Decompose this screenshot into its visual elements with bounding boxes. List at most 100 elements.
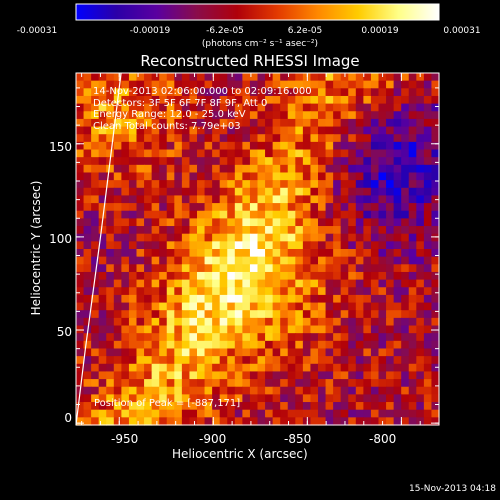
heatmap-cell xyxy=(431,409,440,418)
heatmap-cell xyxy=(212,126,221,135)
heatmap-cell xyxy=(249,118,259,128)
heatmap-cell xyxy=(113,302,122,311)
colorbar-tick-label: -0.00019 xyxy=(129,26,171,36)
heatmap-cell xyxy=(386,157,395,166)
solar-limb-curve xyxy=(75,72,122,426)
heatmap-cell xyxy=(257,141,266,151)
heatmap-cell xyxy=(287,95,296,105)
heatmap-cell xyxy=(370,356,380,365)
heatmap-cell xyxy=(431,88,440,97)
heatmap-cell xyxy=(113,180,122,189)
heatmap-cell xyxy=(386,164,395,174)
heatmap-cell xyxy=(106,210,115,219)
heatmap-cell xyxy=(174,409,183,418)
heatmap-cell xyxy=(197,241,206,250)
heatmap-cell xyxy=(76,348,85,357)
heatmap-cell xyxy=(401,356,410,365)
heatmap-cell xyxy=(355,279,364,288)
heatmap-cell xyxy=(76,218,85,227)
heatmap-cell xyxy=(325,126,334,135)
heatmap-cell xyxy=(310,226,319,235)
heatmap-cell xyxy=(272,394,281,403)
heatmap-cell xyxy=(159,386,168,395)
heatmap-cell xyxy=(333,210,342,219)
heatmap-cell xyxy=(401,340,410,350)
heatmap-cell xyxy=(257,271,266,281)
heatmap-cell xyxy=(318,126,327,135)
heatmap-cell xyxy=(174,118,183,128)
heatmap-cell xyxy=(370,180,380,189)
heatmap-cell xyxy=(121,356,130,365)
heatmap-cell xyxy=(189,386,198,395)
heatmap-cell xyxy=(370,409,380,418)
heatmap-cell xyxy=(249,325,259,334)
heatmap-cell xyxy=(234,195,243,204)
heatmap-cell xyxy=(234,317,243,327)
heatmap-cell xyxy=(302,195,312,204)
heatmap-cell xyxy=(166,333,175,342)
heatmap-cell xyxy=(121,203,130,212)
heatmap-cell xyxy=(310,356,319,365)
heatmap-cell xyxy=(234,348,243,357)
heatmap-cell xyxy=(204,149,213,158)
heatmap-cell xyxy=(121,172,130,181)
heatmap-cell xyxy=(159,203,168,212)
heatmap-cell xyxy=(159,195,168,204)
heatmap-cell xyxy=(144,210,153,219)
heatmap-cell xyxy=(159,256,168,265)
heatmap-cell xyxy=(197,88,206,97)
heatmap-cell xyxy=(136,333,145,342)
heatmap-cell xyxy=(333,157,342,166)
heatmap-cell xyxy=(318,103,327,112)
heatmap-cell xyxy=(318,141,327,151)
heatmap-cell xyxy=(348,164,357,174)
heatmap-cell xyxy=(249,340,259,350)
heatmap-cell xyxy=(159,325,168,334)
heatmap-cell xyxy=(423,126,433,135)
heatmap-cell xyxy=(386,233,395,242)
heatmap-cell xyxy=(318,317,327,327)
heatmap-cell xyxy=(363,356,372,365)
heatmap-cell xyxy=(355,294,364,304)
heatmap-cell xyxy=(333,103,342,112)
heatmap-cell xyxy=(113,348,122,357)
heatmap-cell xyxy=(98,164,107,174)
heatmap-cell xyxy=(212,164,221,174)
heatmap-cell xyxy=(121,409,130,418)
heatmap-cell xyxy=(257,226,266,235)
heatmap-cell xyxy=(249,394,259,403)
heatmap-cell xyxy=(106,241,115,250)
heatmap-cell xyxy=(265,134,274,143)
heatmap-cell xyxy=(174,371,183,380)
heatmap-cell xyxy=(128,164,138,174)
heatmap-cell xyxy=(325,149,334,158)
heatmap-cell xyxy=(393,157,402,166)
heatmap-cell xyxy=(181,356,191,365)
heatmap-cell xyxy=(144,279,153,288)
heatmap-cell xyxy=(416,363,425,373)
heatmap-cell xyxy=(83,317,92,327)
heatmap-cell xyxy=(280,203,289,212)
heatmap-cell xyxy=(423,256,433,265)
heatmap-cell xyxy=(386,111,395,120)
heatmap-cell xyxy=(106,310,115,319)
heatmap-cell xyxy=(98,80,107,89)
heatmap-cell xyxy=(272,126,281,135)
heatmap-cell xyxy=(386,118,395,128)
heatmap-cell xyxy=(189,218,198,227)
heatmap-cell xyxy=(325,103,334,112)
heatmap-cell xyxy=(257,409,266,418)
x-tick-label: -850 xyxy=(284,432,312,446)
heatmap-cell xyxy=(174,111,183,120)
heatmap-cell xyxy=(174,195,183,204)
heatmap-cell xyxy=(310,180,319,189)
heatmap-cell xyxy=(219,118,228,128)
heatmap-cell xyxy=(121,73,130,82)
heatmap-cell xyxy=(333,80,342,89)
heatmap-cell xyxy=(363,417,372,426)
heatmap-cell xyxy=(227,233,236,242)
heatmap-cell xyxy=(423,233,433,242)
heatmap-cell xyxy=(378,333,387,342)
heatmap-cell xyxy=(393,264,402,273)
heatmap-cell xyxy=(106,141,115,151)
